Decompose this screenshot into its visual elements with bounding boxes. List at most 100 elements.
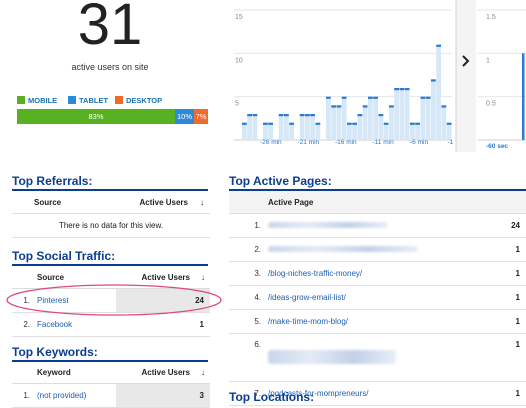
table-row: 1. 24 <box>229 213 526 238</box>
table-row: 2. Facebook 1 <box>12 312 210 337</box>
chart-bar <box>347 122 352 140</box>
active-users-count: 31 <box>77 0 143 57</box>
social-table: Source Active Users ↓ 1. Pinterest 24 2.… <box>12 266 210 337</box>
seconds-chart-bars <box>522 53 525 141</box>
chart-bar <box>399 88 405 140</box>
chart-bar <box>378 114 384 140</box>
x-tick-label: -21 min <box>298 139 320 146</box>
table-row: 5. /make-time-mom-blog/ 1 <box>229 309 526 334</box>
table-row: 1. Pinterest 24 <box>12 288 210 313</box>
keywords-table: Keyword Active Users ↓ 1. (not provided)… <box>12 361 210 408</box>
chart-bar <box>410 122 415 140</box>
y-tick-label: 10 <box>235 57 243 64</box>
chart-bar <box>383 122 389 140</box>
x-tick-label: -16 min <box>335 139 357 146</box>
chart-bar <box>305 114 310 140</box>
device-bar-desktop: 7% <box>194 109 208 124</box>
blurred-page-url <box>268 222 388 228</box>
tablet-swatch <box>68 96 76 104</box>
referrals-source-header[interactable]: Source <box>12 191 105 214</box>
minutes-chart-labels: -26 min -21 min -16 min -11 min -6 min -1 <box>260 139 454 146</box>
chart-bar <box>362 105 368 140</box>
referrals-table: Source Active Users ↓ There is no data f… <box>12 191 210 238</box>
seconds-chart-grid: 1.5 1 0.5 -60 sec <box>478 9 526 150</box>
page-link[interactable] <box>267 333 494 382</box>
keywords-keyword-header[interactable]: Keyword <box>36 361 116 384</box>
chart-bar <box>431 79 436 140</box>
pageviews-chart: 15 10 5 -26 min -21 min -16 min -11 min -6 min… <box>234 0 526 152</box>
chart-bar <box>368 96 373 140</box>
arrow-down-icon[interactable]: ↓ <box>196 361 210 384</box>
keyword-link[interactable]: (not provided) <box>36 383 116 408</box>
chart-bar <box>326 96 331 140</box>
arrow-down-icon[interactable]: ↓ <box>194 191 210 214</box>
y-tick-label: 15 <box>235 14 243 21</box>
table-row: 2. 1 <box>229 237 526 262</box>
chevron-right-icon[interactable] <box>462 55 470 67</box>
chart-bar <box>242 122 247 140</box>
keywords-title: Top Keywords: <box>12 345 208 362</box>
legend-mobile: MOBILE <box>17 96 57 105</box>
keywords-users-header[interactable]: Active Users <box>116 361 196 384</box>
chart-bar <box>284 114 289 140</box>
x-tick-label: -11 min <box>373 139 395 146</box>
referrals-title: Top Referrals: <box>12 174 208 191</box>
chart-bar <box>336 105 342 140</box>
chart-bar <box>425 96 431 140</box>
active-page-header[interactable]: Active Page <box>267 191 494 214</box>
referrals-users-header[interactable]: Active Users <box>105 191 194 214</box>
social-source-link[interactable]: Facebook <box>36 312 116 337</box>
chart-bar <box>441 105 447 140</box>
locations-title: Top Locations: <box>229 390 315 404</box>
legend-desktop: DESKTOP <box>115 96 162 105</box>
active-pages-title: Top Active Pages: <box>229 174 526 191</box>
chart-bar <box>278 114 284 140</box>
table-row: 4. /ideas-grow-email-list/ 1 <box>229 285 526 310</box>
chart-bar <box>446 122 452 140</box>
mobile-swatch <box>17 96 25 104</box>
page-link[interactable]: /blog-niches-traffic-money/ <box>267 261 494 286</box>
chart-bar <box>394 88 399 140</box>
chart-bar <box>420 96 426 140</box>
chart-bar <box>373 96 378 140</box>
minutes-chart-bars <box>242 44 452 140</box>
chart-bar <box>263 122 268 140</box>
chart-bar <box>352 122 357 140</box>
legend-tablet: TABLET <box>68 96 108 105</box>
active-users-label: active users on site <box>71 62 149 72</box>
social-title: Top Social Traffic: <box>12 249 208 266</box>
page-link[interactable]: /make-time-mom-blog/ <box>267 309 494 334</box>
chart-bar <box>331 105 336 140</box>
chart-bar <box>315 122 321 140</box>
chart-bar <box>415 122 420 140</box>
blurred-page-url <box>268 246 418 252</box>
chart-bar <box>268 122 273 140</box>
y-tick-label: 5 <box>235 101 239 108</box>
chart-bar <box>247 114 252 140</box>
chart-bar <box>357 114 363 140</box>
chart-bar <box>252 114 258 140</box>
highlight-ellipse <box>6 284 222 316</box>
chart-bar <box>310 114 315 140</box>
chart-bar <box>522 53 525 141</box>
chart-bar <box>299 114 305 140</box>
keyword-users-value: 3 <box>116 383 210 408</box>
x-tick-label: -1 <box>448 139 454 146</box>
page-link[interactable] <box>267 237 494 262</box>
referrals-empty-message: There is no data for this view. <box>12 213 210 238</box>
device-bar-tablet: 10% <box>175 109 194 124</box>
y-tick-label: 1 <box>486 57 490 64</box>
page-link[interactable]: /ideas-grow-email-list/ <box>267 285 494 310</box>
chart-bar <box>289 122 294 140</box>
table-row: 3. /blog-niches-traffic-money/ 1 <box>229 261 526 286</box>
chart-bar <box>389 105 394 140</box>
active-pages-table: Active Page 1. 24 2. 1 3. /blog-niches-t… <box>229 191 526 406</box>
chart-bar <box>436 44 441 140</box>
device-bar-mobile: 83% <box>17 109 175 124</box>
x-tick-label: -60 sec <box>486 143 508 150</box>
chart-bar <box>341 96 347 140</box>
page-link[interactable] <box>267 213 494 238</box>
x-tick-label: -26 min <box>260 139 282 146</box>
y-tick-label: 1.5 <box>486 14 496 21</box>
chart-bar <box>404 88 410 140</box>
